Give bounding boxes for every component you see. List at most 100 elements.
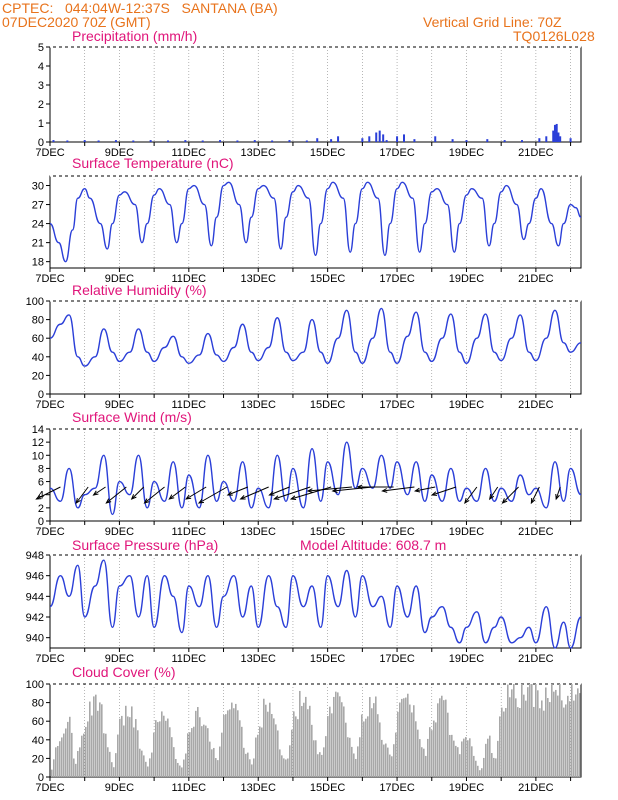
cloud-bar [323, 747, 325, 777]
cloud-bar [501, 707, 503, 777]
temp-xtick-label: 9DEC [105, 273, 134, 285]
cloud-bar [445, 699, 447, 777]
precip-bar [368, 136, 371, 142]
cloud-bar [247, 752, 249, 777]
wind-vector-head [268, 491, 275, 496]
wind-xtick-label: 19DEC [449, 526, 485, 538]
cloud-bar [529, 684, 531, 777]
cloud-bar [313, 740, 315, 777]
cloud-bar [561, 700, 563, 777]
cloud-bar [177, 762, 179, 777]
cloud-bar [163, 715, 165, 777]
cloud-bar [381, 739, 383, 777]
precip-bar [236, 140, 239, 142]
cloud-bar [353, 753, 355, 777]
wind-ytick-label: 0 [38, 516, 44, 528]
cloud-bar [557, 695, 559, 777]
wind-title: Surface Wind (m/s) [72, 409, 192, 425]
wind-vector [144, 486, 165, 504]
precip-bar [521, 140, 523, 142]
cloud-bar [565, 704, 567, 777]
cloud-bar [149, 758, 151, 777]
cloud-bar [109, 751, 111, 777]
wind-vector [332, 486, 373, 492]
cloud-bar [503, 711, 505, 777]
cloud-bar [291, 729, 293, 777]
cloud-bar [485, 743, 487, 777]
cloud-bar [137, 730, 139, 777]
cloud-bar [413, 705, 415, 777]
pres-panel: 940 942 944 946 948 7DEC 9DEC 11DEC 13DEC 15DEC 17… [26, 537, 582, 665]
cloud-bar [477, 765, 479, 777]
cloud-bar [171, 737, 173, 777]
temp-xtick-label: 21DEC [518, 273, 554, 285]
pres-xtick-label: 19DEC [449, 653, 485, 665]
cloud-bar [157, 722, 159, 777]
cloud-ytick-label: 60 [32, 716, 44, 728]
cloud-bar [283, 758, 285, 777]
precip-frame [49, 46, 582, 143]
cloud-bar [533, 706, 535, 777]
wind-vector-head [530, 497, 536, 505]
cloud-bar [181, 767, 183, 777]
cloud-bar [169, 727, 171, 777]
wind-vector [382, 486, 415, 492]
cloud-bar [449, 734, 451, 777]
temp-xtick-label: 13DEC [241, 273, 277, 285]
cloud-bar [319, 752, 321, 777]
precip-bar [503, 140, 506, 142]
cloud-bar [173, 747, 175, 777]
cloud-bar [341, 702, 343, 777]
cloud-bar [321, 754, 323, 777]
cloud-bar [93, 696, 95, 777]
cloud-bar [483, 757, 485, 777]
precip-bar [219, 140, 222, 142]
wind-xtick-label: 11DEC [171, 526, 206, 538]
cloud-bar [551, 684, 553, 777]
cloud-bar [573, 700, 575, 777]
precip-bar [114, 140, 117, 142]
cloud-bar [241, 726, 243, 777]
precip-bar [434, 136, 437, 142]
cloud-bar [61, 737, 63, 777]
cloud-bar [453, 740, 455, 777]
precip-ytick-label: 4 [38, 61, 44, 73]
cloud-bar [419, 739, 421, 777]
wind-xtick-label: 21DEC [518, 526, 554, 538]
cloud-bar [57, 746, 59, 777]
cloud-xtick-label: 13DEC [241, 782, 277, 794]
temp-ytick-label: 21 [32, 238, 44, 250]
precip-bar [337, 136, 340, 142]
precip-bar [413, 139, 416, 142]
cloud-bar [279, 749, 281, 777]
rh-series-line [49, 307, 582, 367]
wind-vector-head [185, 494, 192, 500]
cloud-bar [399, 702, 401, 777]
cloud-bar [135, 719, 137, 777]
pres-xtick-label: 21DEC [518, 653, 554, 665]
cloud-bar [431, 730, 433, 777]
cloud-bar [455, 745, 457, 777]
cloud-bar [509, 697, 511, 777]
cloud-bar [467, 740, 469, 777]
cloud-bar [571, 684, 573, 777]
cloud-bar [175, 759, 177, 777]
cloud-bar [75, 763, 77, 777]
cloud-bar [411, 712, 413, 777]
cloud-bar [373, 703, 375, 777]
precip-bar [375, 132, 378, 142]
cloud-bar [187, 733, 189, 777]
cloud-bar [311, 724, 313, 777]
precip-bar [553, 124, 556, 142]
cloud-bar [527, 687, 529, 777]
cloud-bar [211, 749, 213, 777]
pres-xtick-label: 13DEC [241, 653, 277, 665]
precip-bar [545, 136, 548, 142]
cloud-bar [239, 720, 241, 777]
cloud-bar [295, 716, 297, 777]
cloud-bar [243, 747, 245, 777]
rh-xtick-label: 11DEC [171, 399, 206, 411]
cloud-bar [65, 728, 67, 777]
